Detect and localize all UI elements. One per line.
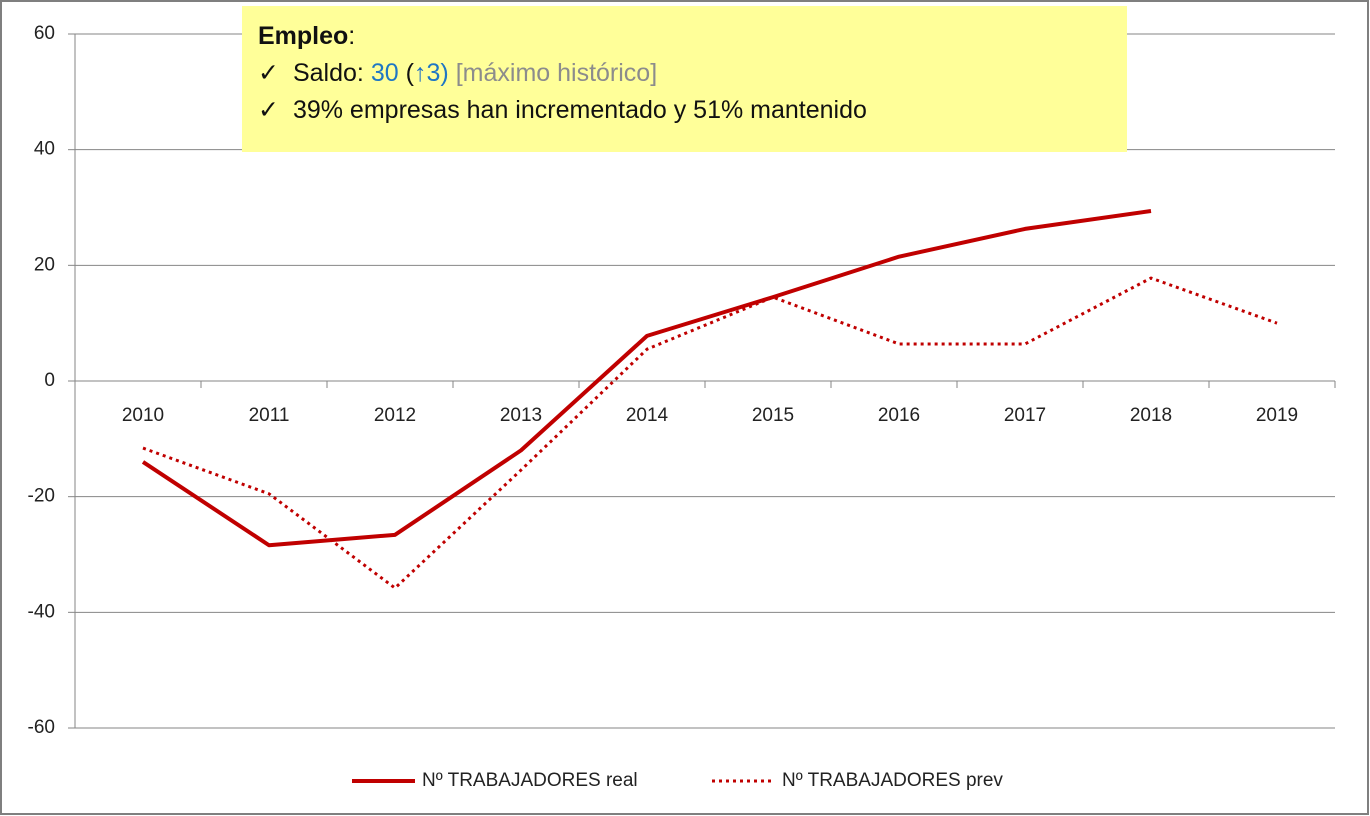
x-tick-label: 2017 <box>1004 405 1046 426</box>
x-tick-label: 2011 <box>249 405 290 426</box>
annotation-title-row: Empleo: <box>258 18 1127 55</box>
annotation-line: ✓ Saldo: 30 (↑3) [máximo histórico] <box>258 55 1127 92</box>
arrow: ↑ <box>413 59 427 87</box>
bullet: ✓ <box>258 59 279 87</box>
y-tick-label: -40 <box>28 601 55 622</box>
legend-label: Nº TRABAJADORES prev <box>782 770 1003 791</box>
legend-label: Nº TRABAJADORES real <box>422 770 638 791</box>
y-tick-label: 40 <box>34 139 55 160</box>
y-tick-label: 60 <box>34 23 55 44</box>
x-tick-label: 2014 <box>626 405 669 426</box>
annotation: Empleo: ✓ Saldo: 30 (↑3) [máximo histórico] … <box>242 6 1127 152</box>
annotation-text: ( <box>405 59 414 87</box>
annotation-text: Saldo: <box>292 59 364 87</box>
x-tick-label: 2016 <box>878 405 920 426</box>
x-tick-label: 2015 <box>752 405 794 426</box>
y-tick-label: 0 <box>44 370 55 391</box>
annotation-value: 30 <box>370 59 399 87</box>
bullet: ✓ <box>258 96 279 124</box>
x-tick-label: 2010 <box>122 405 164 426</box>
annotation-colon: : <box>348 22 356 50</box>
x-tick-label: 2013 <box>500 405 542 426</box>
x-tick-label: 2019 <box>1256 405 1298 426</box>
series-line <box>141 208 1152 548</box>
x-tick-label: 2018 <box>1130 405 1172 426</box>
annotation-value: 3) <box>426 59 449 87</box>
x-tick-label: 2012 <box>374 405 416 426</box>
series-line <box>142 276 1278 590</box>
y-tick-label: 20 <box>34 254 55 275</box>
annotation-text: [máximo histórico] <box>455 59 658 87</box>
y-tick-label: -60 <box>28 717 55 738</box>
annotation-title: Empleo <box>258 22 349 50</box>
y-tick-label: -20 <box>28 486 55 507</box>
annotation-line: ✓ 39% empresas han incrementado y 51% man… <box>258 92 1127 129</box>
annotation-text: 39% empresas han incrementado y 51% mant… <box>292 96 867 124</box>
